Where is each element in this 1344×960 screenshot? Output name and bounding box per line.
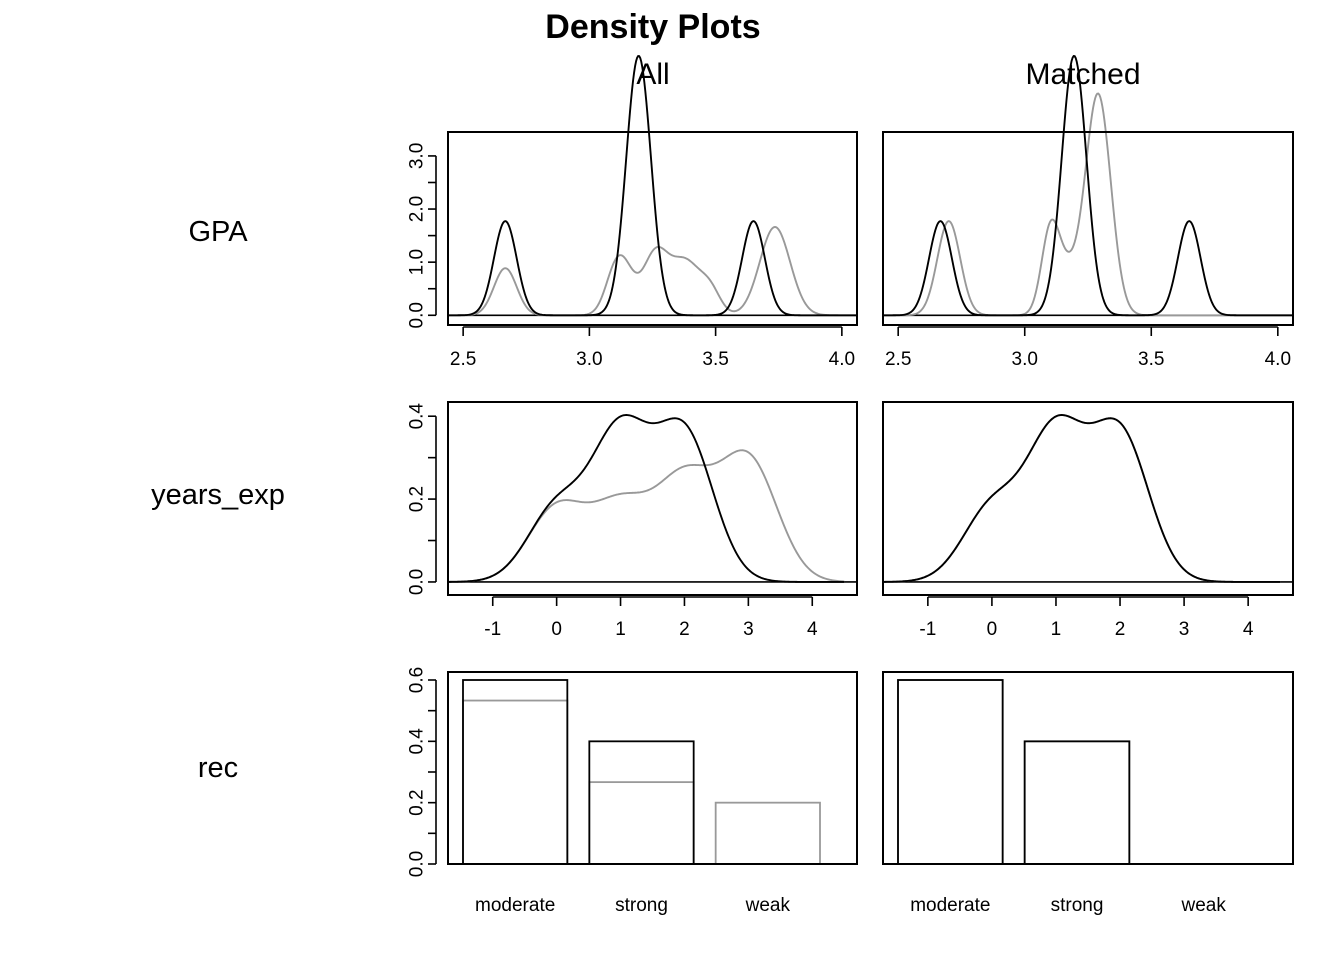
- panel-rec-matched: moderate strong weak: [882, 671, 1294, 916]
- density-curve-treated: [448, 54, 857, 317]
- x-tick-label-strong: strong: [615, 895, 668, 916]
- bar-treated-moderate: [897, 679, 1004, 865]
- x-tick-label-years-exp: 0: [987, 619, 998, 640]
- density-curve-control: [883, 92, 1293, 317]
- bar-control-moderate: [462, 699, 569, 865]
- y-tick-label-years-exp: 0.4: [407, 403, 428, 430]
- row-label-rec: rec: [198, 752, 238, 784]
- y-tick-label-gpa: 0.0: [407, 302, 428, 328]
- panel-years-exp-matched: -1 0 1 2 3 4: [882, 401, 1294, 640]
- row-label-gpa: GPA: [188, 216, 248, 248]
- bar-control-moderate: [897, 679, 1004, 865]
- y-tick-label-rec: 0.6: [407, 667, 428, 693]
- panel-frame: [882, 671, 1294, 865]
- density-curve-treated: [883, 54, 1293, 317]
- x-tick-label-years-exp: 4: [1243, 619, 1254, 640]
- x-tick-label-years-exp: 0: [551, 619, 562, 640]
- x-tick-label-gpa: 3.0: [576, 349, 602, 370]
- density-curve-treated: [882, 414, 1281, 583]
- panel-years-exp-all: 0.0 0.2 0.4 -1 0 1 2 3 4: [407, 401, 858, 640]
- x-tick-label-gpa: 2.5: [450, 349, 476, 370]
- x-tick-label-years-exp: -1: [484, 619, 501, 640]
- panel-gpa-all: 0.0 1.0 2.0 3.0 2.5 3.0 3.5 4.0: [407, 54, 858, 370]
- panel-gpa-matched: 2.5 3.0 3.5 4.0: [882, 54, 1294, 370]
- panel-rec-all: 0.0 0.2 0.4 0.6 moderate strong weak: [407, 667, 858, 916]
- x-tick-label-gpa: 4.0: [829, 349, 855, 370]
- x-tick-label-years-exp: -1: [919, 619, 936, 640]
- x-tick-label-weak: weak: [1180, 895, 1226, 916]
- density-curve-treated: [447, 414, 845, 583]
- x-tick-label-years-exp: 2: [1115, 619, 1126, 640]
- chart-title: Density Plots: [545, 8, 760, 46]
- bar-control-weak: [714, 801, 821, 865]
- y-tick-label-rec: 0.0: [407, 851, 428, 877]
- x-tick-label-moderate: moderate: [475, 895, 555, 916]
- bar-treated-strong: [588, 740, 695, 865]
- panel-frame: [447, 671, 858, 865]
- x-tick-label-moderate: moderate: [910, 895, 990, 916]
- y-tick-label-gpa: 3.0: [407, 143, 428, 169]
- bar-control-strong: [1023, 740, 1131, 865]
- x-tick-label-years-exp: 3: [1179, 619, 1190, 640]
- panel-frame: [882, 401, 1294, 596]
- density-curve-control: [447, 449, 845, 583]
- x-tick-label-years-exp: 2: [679, 619, 690, 640]
- bar-control-strong: [588, 781, 695, 865]
- bar-treated-strong: [1023, 740, 1131, 865]
- x-tick-label-years-exp: 1: [1051, 619, 1062, 640]
- y-tick-label-years-exp: 0.2: [407, 486, 428, 512]
- row-label-years-exp: years_exp: [151, 479, 285, 511]
- x-tick-label-gpa: 3.5: [702, 349, 728, 370]
- panel-grid: 0.01.02.03.02.5 3.0 3.5 4.0 2.5 3.0 3.5 4.00.00…: [407, 54, 1294, 916]
- x-tick-label-gpa: 3.5: [1138, 349, 1164, 370]
- density-curve-control: [882, 414, 1281, 583]
- y-tick-label-rec: 0.4: [407, 728, 428, 755]
- x-tick-label-years-exp: 4: [807, 619, 818, 640]
- y-tick-label-gpa: 1.0: [407, 249, 428, 275]
- y-tick-label-years-exp: 0.0: [407, 569, 428, 595]
- y-tick-label-gpa: 2.0: [407, 196, 428, 222]
- x-tick-label-years-exp: 1: [615, 619, 626, 640]
- bar-treated-moderate: [462, 679, 569, 865]
- panel-frame: [882, 131, 1294, 326]
- panel-frame: [447, 401, 858, 596]
- density-curve-control: [448, 226, 857, 317]
- x-tick-label-strong: strong: [1051, 895, 1104, 916]
- column-title-matched: Matched: [1025, 58, 1140, 91]
- x-tick-label-years-exp: 3: [743, 619, 754, 640]
- panel-frame: [447, 131, 858, 326]
- x-tick-label-gpa: 4.0: [1265, 349, 1291, 370]
- x-tick-label-gpa: 2.5: [885, 349, 911, 370]
- y-tick-label-rec: 0.2: [407, 789, 428, 815]
- x-tick-label-gpa: 3.0: [1012, 349, 1038, 370]
- x-tick-label-weak: weak: [745, 895, 791, 916]
